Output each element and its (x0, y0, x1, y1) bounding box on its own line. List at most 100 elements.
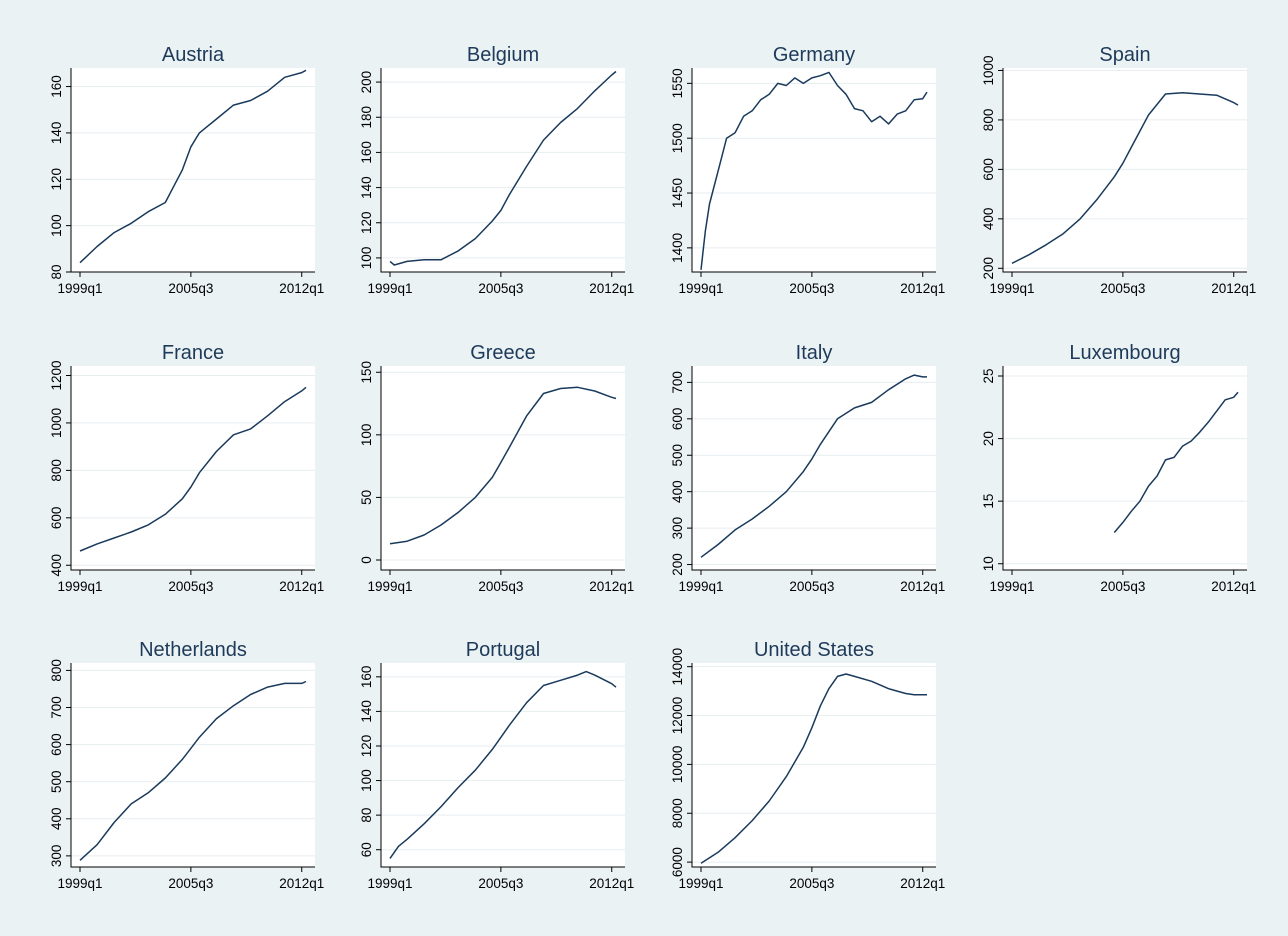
panel-greece: 0 50 100 150 1999q1 2005q3 2012q1 Greece (359, 342, 634, 594)
plot-area (692, 68, 936, 272)
series-line (389, 386, 617, 545)
y-tick-label: 160 (359, 141, 374, 164)
y-tick-label: 1450 (670, 178, 685, 208)
x-tick-label: 2005q3 (168, 281, 213, 296)
y-tick-label: 500 (49, 770, 64, 793)
y-tick-label: 150 (359, 361, 374, 384)
y-tick-label: 200 (359, 71, 374, 94)
panel-title: Spain (1099, 44, 1150, 66)
x-tick-label: 2012q1 (279, 579, 324, 594)
panel-title: Italy (796, 342, 833, 364)
series-line (79, 69, 307, 264)
panel-title: Greece (470, 342, 536, 364)
series-line (1011, 91, 1239, 264)
y-tick-label: 14000 (670, 648, 685, 686)
y-tick-label: 1550 (670, 68, 685, 98)
x-tick-label: 2012q1 (1211, 579, 1256, 594)
panel-belgium: 100 120 140 160 180 200 1999q1 2005q3 2012q1 Belg… (359, 44, 634, 296)
y-tick-label: 0 (359, 556, 374, 564)
series-line (700, 673, 927, 864)
x-tick-label: 1999q1 (367, 579, 412, 594)
plot-area (381, 366, 625, 570)
y-tick-label: 200 (670, 553, 685, 576)
panel-title: United States (754, 639, 874, 661)
x-tick-label: 2012q1 (589, 876, 634, 891)
y-tick-label: 1000 (981, 55, 996, 85)
plot-area (692, 663, 936, 867)
panel-title: Netherlands (139, 639, 247, 661)
y-tick-label: 100 (359, 769, 374, 792)
y-tick-label: 200 (981, 257, 996, 280)
y-tick-label: 120 (359, 735, 374, 758)
x-tick-label: 2012q1 (589, 281, 634, 296)
y-tick-label: 500 (670, 444, 685, 467)
panel-netherlands: 300 400 500 600 700 800 1999q1 2005q3 2012q1 Neth… (49, 639, 324, 891)
x-tick-label: 2012q1 (279, 281, 324, 296)
y-tick-label: 160 (49, 75, 64, 98)
x-tick-label: 2012q1 (900, 579, 945, 594)
y-tick-label: 100 (359, 424, 374, 447)
y-tick-label: 600 (981, 158, 996, 181)
x-tick-label: 2005q3 (478, 876, 523, 891)
panel-title: Austria (162, 44, 225, 66)
panel-united-states: 6000 8000 10000 12000 14000 1999q1 2005q3 2012q… (670, 639, 945, 891)
y-tick-label: 140 (49, 122, 64, 145)
x-tick-label: 2005q3 (168, 579, 213, 594)
y-tick-label: 600 (670, 408, 685, 431)
panel-title: France (162, 342, 224, 364)
series-line (700, 374, 927, 558)
x-tick-label: 1999q1 (678, 876, 723, 891)
y-tick-label: 80 (359, 808, 374, 823)
y-tick-label: 15 (981, 494, 996, 509)
y-tick-label: 400 (981, 208, 996, 231)
y-tick-label: 140 (359, 176, 374, 199)
series-line (700, 71, 928, 270)
y-tick-label: 6000 (670, 847, 685, 877)
x-tick-label: 2005q3 (1100, 281, 1145, 296)
y-tick-label: 120 (49, 168, 64, 191)
y-tick-label: 1200 (49, 360, 64, 390)
y-tick-label: 400 (670, 480, 685, 503)
x-tick-label: 2005q3 (168, 876, 213, 891)
series-line (79, 680, 307, 861)
x-tick-label: 1999q1 (57, 281, 102, 296)
x-tick-label: 1999q1 (989, 281, 1034, 296)
y-tick-label: 400 (49, 554, 64, 577)
y-tick-label: 300 (49, 845, 64, 868)
y-tick-label: 50 (359, 490, 374, 505)
x-tick-label: 1999q1 (57, 579, 102, 594)
y-tick-label: 800 (981, 109, 996, 132)
y-tick-label: 180 (359, 106, 374, 129)
x-tick-label: 2012q1 (589, 579, 634, 594)
y-tick-label: 100 (49, 214, 64, 237)
panel-italy: 200 300 400 500 600 700 1999q1 2005q3 2012q1 Ital… (670, 342, 945, 594)
plot-area (692, 366, 936, 570)
panel-title: Belgium (467, 44, 539, 66)
y-tick-label: 10 (981, 556, 996, 571)
x-tick-label: 2012q1 (1211, 281, 1256, 296)
y-tick-label: 80 (49, 264, 64, 279)
plot-area (1003, 68, 1247, 272)
y-tick-label: 160 (359, 666, 374, 689)
x-tick-label: 2012q1 (900, 281, 945, 296)
x-tick-label: 2012q1 (279, 876, 324, 891)
plot-area (71, 68, 315, 272)
panel-spain: 200 400 600 800 1000 1999q1 2005q3 2012q1 Spain (981, 44, 1256, 296)
y-tick-label: 20 (981, 431, 996, 446)
plot-area (71, 366, 315, 570)
y-tick-label: 700 (670, 371, 685, 394)
x-tick-label: 1999q1 (367, 876, 412, 891)
plot-area (381, 68, 625, 272)
y-tick-label: 800 (49, 459, 64, 482)
y-tick-label: 1000 (49, 408, 64, 438)
panel-portugal: 60 80 100 120 140 160 1999q1 2005q3 2012q1 Portug… (359, 639, 634, 891)
panel-title: Germany (773, 44, 855, 66)
x-tick-label: 1999q1 (57, 876, 102, 891)
y-tick-label: 100 (359, 247, 374, 270)
x-tick-label: 2005q3 (789, 281, 834, 296)
y-tick-label: 400 (49, 808, 64, 831)
panel-germany: 1400 1450 1500 1550 1999q1 2005q3 2012q1 German… (670, 44, 945, 296)
x-tick-label: 1999q1 (678, 579, 723, 594)
series-line (79, 386, 307, 552)
